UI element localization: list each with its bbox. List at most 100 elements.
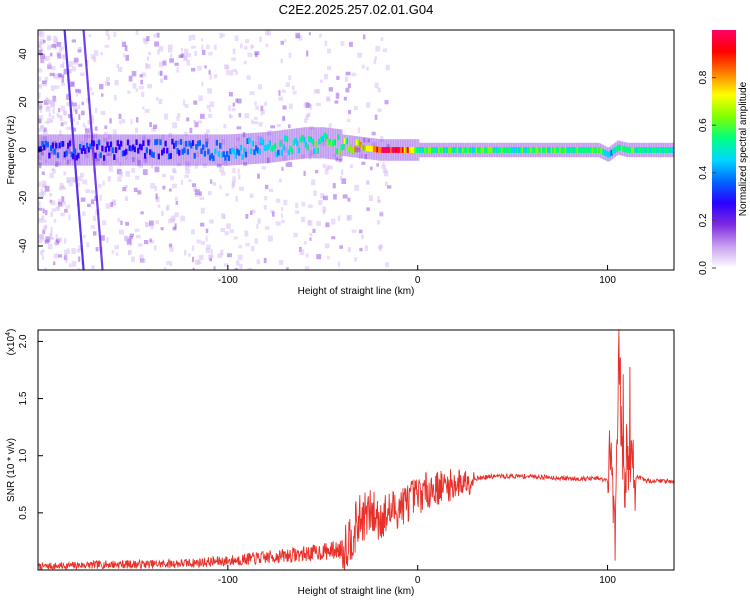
noise-cell [107, 34, 110, 41]
ridge-cell [502, 147, 506, 153]
ridge-halo [99, 134, 102, 166]
noise-cell [328, 165, 333, 170]
noise-cell [90, 199, 95, 205]
noise-cell [143, 157, 148, 163]
noise-cell [186, 117, 190, 122]
noise-cell [101, 220, 107, 226]
noise-cell [250, 245, 255, 252]
ridge-cell [266, 143, 270, 150]
noise-cell [180, 180, 183, 185]
noise-cell [49, 72, 55, 77]
ridge-cell [70, 151, 73, 158]
ridge-cell [442, 147, 446, 153]
ridge-cell [97, 139, 101, 146]
ridge-cell [617, 144, 620, 151]
noise-cell [101, 93, 104, 97]
noise-cell [307, 204, 313, 209]
ridge-cell [39, 146, 43, 152]
ridge-cell [347, 146, 350, 153]
ridge-halo [325, 127, 328, 159]
noise-cell [301, 216, 306, 223]
noise-cell [191, 67, 196, 72]
ridge-halo [203, 134, 206, 166]
ridge-cell [145, 147, 149, 154]
ridge-cell [184, 140, 188, 147]
noise-cell [119, 120, 122, 125]
noise-cell [76, 121, 79, 125]
noise-cell [231, 108, 236, 112]
noise-cell [60, 82, 66, 86]
y-tick-label: 40 [18, 48, 29, 60]
noise-cell [245, 242, 250, 247]
ridge-halo [350, 135, 353, 158]
ridge-cell [415, 147, 419, 153]
ridge-cell [155, 139, 159, 145]
noise-cell [199, 196, 205, 200]
ridge-cell [659, 147, 663, 153]
ridge-cell [60, 141, 63, 147]
noise-cell [300, 154, 306, 159]
ridge-cell [391, 147, 395, 153]
noise-cell [153, 33, 157, 38]
ridge-cell [188, 140, 191, 147]
noise-cell [193, 119, 197, 124]
ridge-cell [150, 151, 154, 158]
noise-cell [78, 245, 83, 251]
noise-cell [117, 217, 121, 222]
ridge-halo [307, 127, 311, 159]
ridge-cell [215, 139, 219, 146]
noise-cell [316, 254, 322, 260]
ridge-halo [184, 134, 188, 166]
noise-cell [324, 40, 328, 47]
ridge-halo [90, 134, 94, 166]
ridge-cell [661, 147, 665, 153]
noise-cell [319, 79, 323, 83]
noise-cell [353, 106, 358, 111]
ridge-cell [389, 147, 393, 153]
ridge-cell [588, 147, 591, 153]
noise-cell [382, 168, 387, 174]
noise-cell [282, 105, 287, 110]
noise-cell [49, 172, 54, 179]
noise-cell [121, 119, 126, 124]
noise-cell [61, 76, 64, 83]
noise-cell [76, 248, 81, 253]
ridge-cell [583, 147, 586, 153]
ridge-cell [516, 147, 519, 153]
ridge-cell [249, 148, 253, 155]
noise-cell [309, 126, 314, 130]
ridge-cell [403, 147, 407, 153]
noise-cell [50, 149, 55, 155]
ridge-halo [120, 134, 123, 166]
ridge-cell [444, 147, 448, 153]
noise-cell [50, 102, 55, 108]
noise-cell [105, 203, 111, 209]
noise-cell [44, 55, 50, 61]
ridge-cell [48, 152, 51, 159]
noise-cell [168, 218, 171, 224]
ridge-cell [501, 147, 504, 153]
ridge-halo [70, 134, 73, 166]
noise-cell [48, 62, 52, 67]
ridge-cell [489, 147, 492, 153]
noise-cell [88, 33, 92, 38]
noise-cell [86, 60, 89, 67]
noise-cell [160, 70, 163, 76]
noise-cell [237, 254, 243, 260]
ridge-cell [77, 152, 80, 159]
noise-cell [66, 94, 69, 100]
noise-cell [124, 196, 129, 201]
noise-cell [214, 74, 218, 79]
noise-cell [282, 155, 287, 161]
noise-cell [104, 131, 108, 136]
noise-cell [369, 166, 373, 171]
noise-cell [50, 85, 55, 91]
noise-cell [91, 265, 96, 270]
noise-cell [41, 58, 45, 64]
noise-cell [348, 110, 352, 115]
ridge-cell [593, 147, 596, 153]
noise-cell [278, 259, 284, 265]
ridge-cell [261, 139, 265, 145]
noise-cell [333, 194, 337, 200]
noise-cell [135, 234, 141, 239]
